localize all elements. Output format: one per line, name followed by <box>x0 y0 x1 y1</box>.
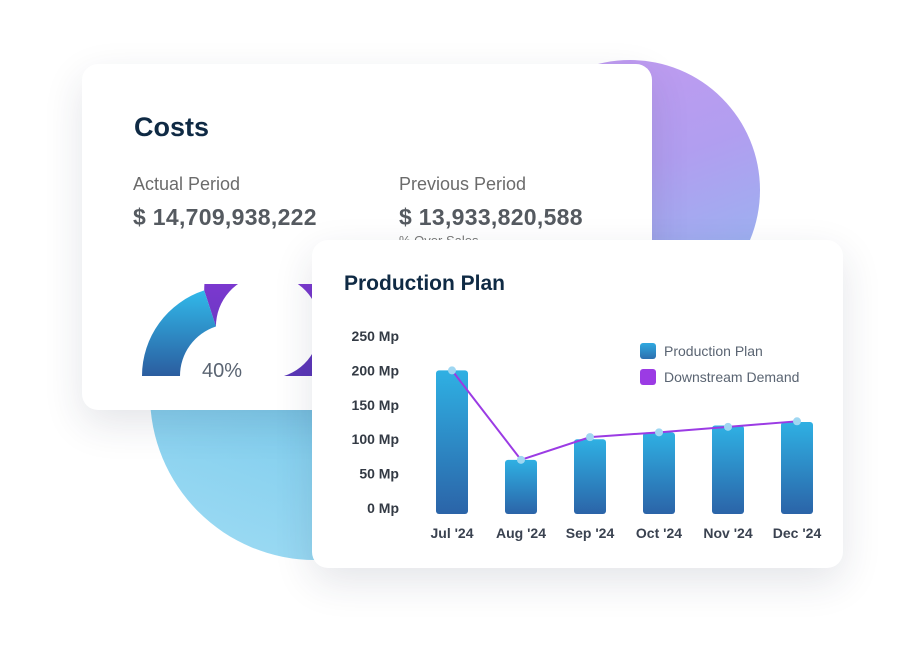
bar-production-plan[interactable] <box>505 459 537 514</box>
previous-period-value: $ 13,933,820,588 <box>399 204 583 230</box>
bar-production-plan[interactable] <box>643 432 675 514</box>
gauge-percentage: 40% <box>201 360 243 382</box>
y-tick-label: 100 Mp <box>352 431 399 447</box>
production-plan-title: Production Plan <box>344 272 506 295</box>
x-tick-label: Sep '24 <box>566 525 615 541</box>
y-tick-label: 200 Mp <box>352 362 399 378</box>
x-tick-label: Oct '24 <box>636 525 682 541</box>
y-tick-label: 150 Mp <box>352 397 399 413</box>
bar-production-plan[interactable] <box>436 370 468 514</box>
legend-downstream-demand: Downstream Demand <box>640 369 799 385</box>
legend-swatch-downstream-demand <box>640 369 656 385</box>
y-tick-label: 250 Mp <box>352 328 399 344</box>
point-downstream-demand[interactable] <box>724 422 732 431</box>
actual-period-label: Actual Period <box>133 174 241 194</box>
bar-production-plan[interactable] <box>781 422 813 514</box>
production-plan-card: Production Plan 0 Mp 50 Mp 100 Mp 150 Mp 200… <box>312 240 843 568</box>
x-tick-label: Dec '24 <box>773 525 822 541</box>
point-downstream-demand[interactable] <box>793 417 801 426</box>
y-tick-label: 0 Mp <box>367 500 399 516</box>
legend-label-production-plan: Production Plan <box>664 343 763 359</box>
bar-production-plan[interactable] <box>574 439 606 514</box>
point-downstream-demand[interactable] <box>586 433 594 442</box>
x-tick-label: Aug '24 <box>496 525 546 541</box>
actual-period-value: $ 14,709,938,222 <box>133 204 317 230</box>
x-tick-label: Jul '24 <box>430 525 473 541</box>
point-downstream-demand[interactable] <box>655 428 663 437</box>
y-tick-label: 50 Mp <box>359 466 399 482</box>
line-downstream-demand <box>451 369 798 462</box>
legend-swatch-production-plan <box>640 343 656 359</box>
x-tick-label: Nov '24 <box>703 525 752 541</box>
legend-label-downstream-demand: Downstream Demand <box>664 369 800 385</box>
point-downstream-demand[interactable] <box>448 366 456 375</box>
gauge-filled-arc <box>142 290 216 376</box>
bar-production-plan[interactable] <box>712 425 744 514</box>
costs-title: Costs <box>134 112 210 142</box>
point-downstream-demand[interactable] <box>517 455 525 464</box>
previous-period-label: Previous Period <box>399 174 527 194</box>
legend-production-plan: Production Plan <box>640 343 763 359</box>
production-plan-chart: 0 Mp 50 Mp 100 Mp 150 Mp 200 Mp 250 Mp Jul '2… <box>352 328 822 541</box>
